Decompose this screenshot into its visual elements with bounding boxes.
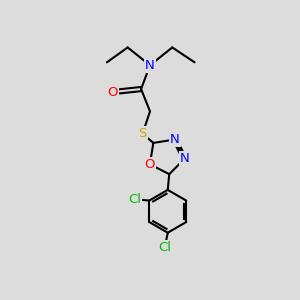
- Text: N: N: [145, 59, 155, 72]
- Text: Cl: Cl: [158, 241, 171, 254]
- Text: S: S: [138, 127, 147, 140]
- Text: O: O: [108, 85, 118, 98]
- Text: Cl: Cl: [128, 193, 141, 206]
- Text: O: O: [145, 158, 155, 171]
- Text: N: N: [170, 133, 180, 146]
- Text: N: N: [180, 152, 189, 165]
